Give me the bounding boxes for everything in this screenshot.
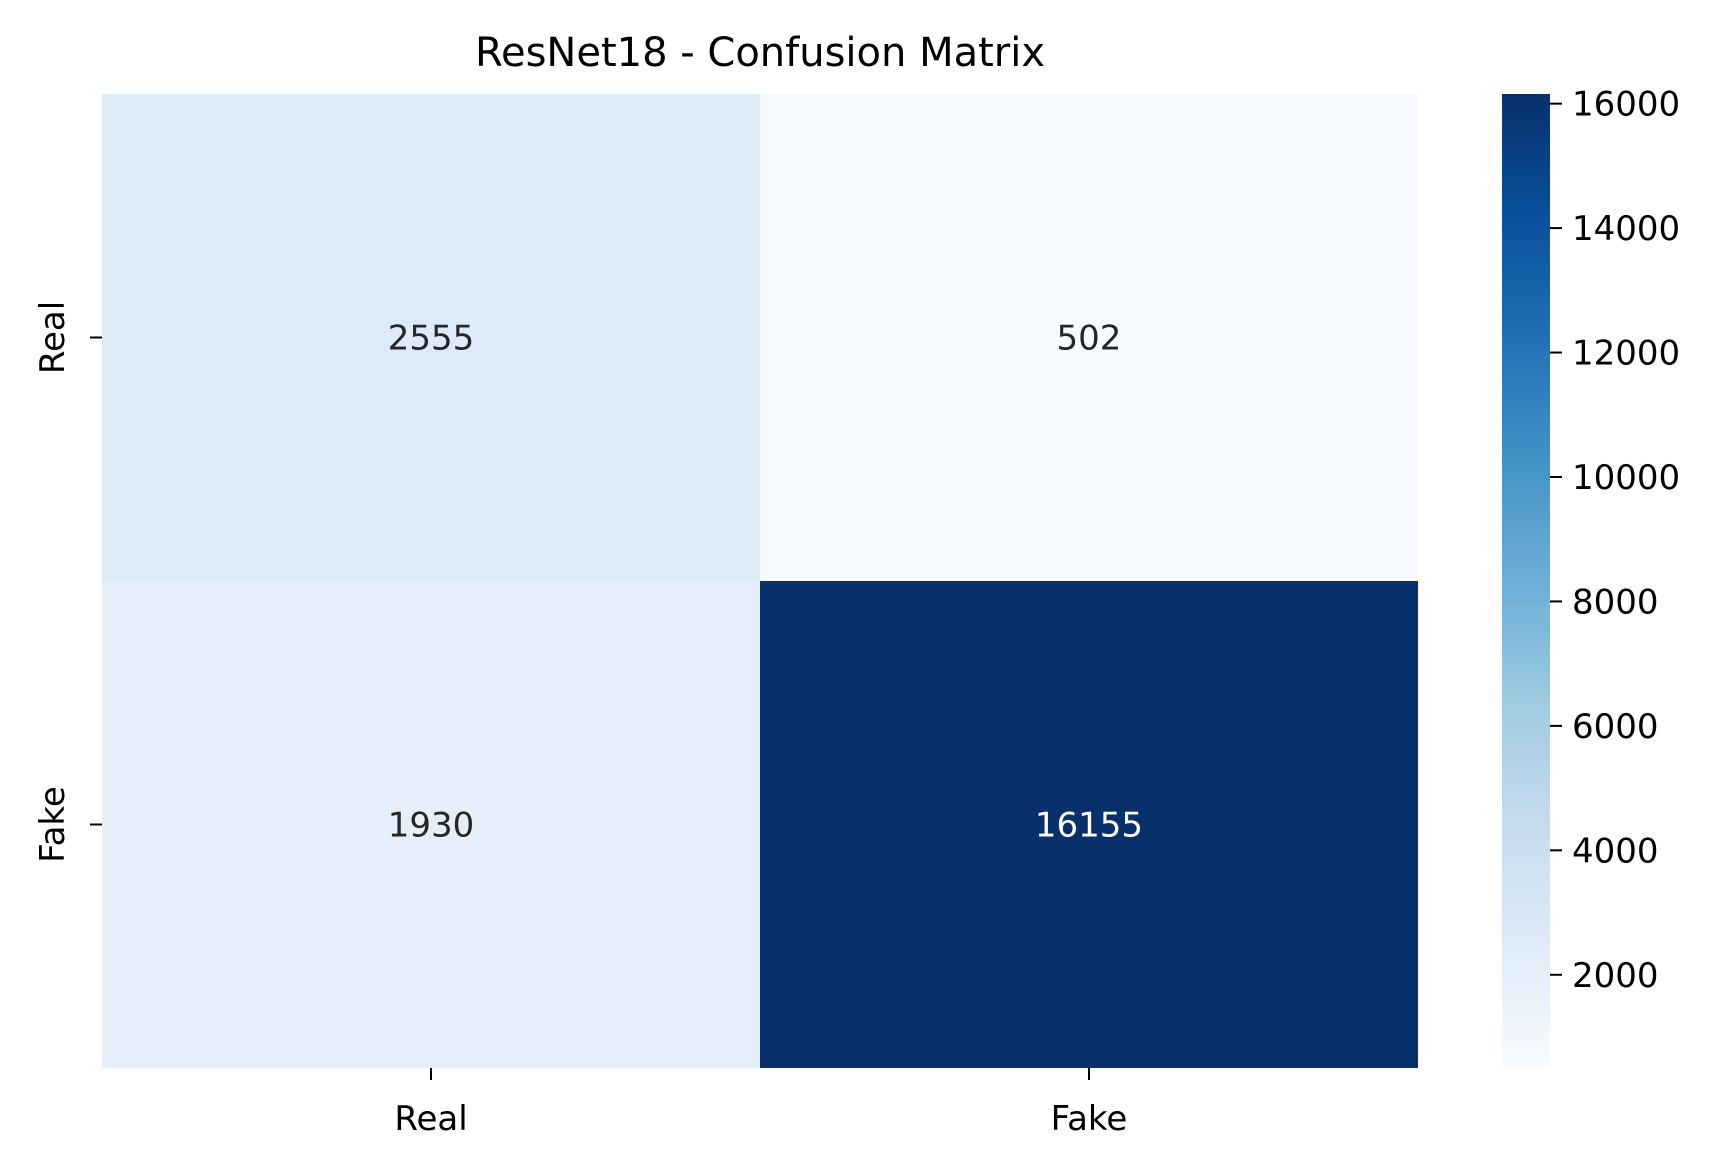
heatmap-cell-fake-fake [760,581,1418,1068]
x-axis: Real Fake [394,1068,1127,1139]
colorbar-tick-label: 12000 [1572,334,1680,374]
heatmap-cell-real-real [102,94,760,581]
colorbar [1502,94,1550,1068]
cell-value-label: 2555 [388,319,475,359]
heatmap-cells: 2555 502 1930 16155 [102,94,1418,1068]
y-tick-label: Fake [33,786,73,863]
colorbar-tick-label: 2000 [1572,956,1659,996]
cell-value-label: 1930 [388,806,475,846]
colorbar-tick-label: 16000 [1572,85,1680,125]
x-tick-label: Fake [1051,1099,1128,1139]
colorbar-ticks: 2000 4000 6000 8000 10000 12000 14000 16000 [1550,85,1680,996]
y-axis: Real Fake [33,301,102,863]
colorbar-tick-label: 8000 [1572,582,1659,622]
colorbar-tick-label: 6000 [1572,707,1659,747]
heatmap-cell-fake-real [102,581,760,1068]
cell-value-label: 502 [1057,319,1122,359]
heatmap-cell-real-fake [760,94,1418,581]
x-tick-label: Real [394,1099,467,1139]
cell-value-label: 16155 [1035,806,1143,846]
colorbar-tick-label: 4000 [1572,831,1659,871]
colorbar-tick-label: 14000 [1572,209,1680,249]
y-tick-label: Real [33,301,73,374]
colorbar-tick-label: 10000 [1572,458,1680,498]
chart-title: ResNet18 - Confusion Matrix [475,30,1045,76]
